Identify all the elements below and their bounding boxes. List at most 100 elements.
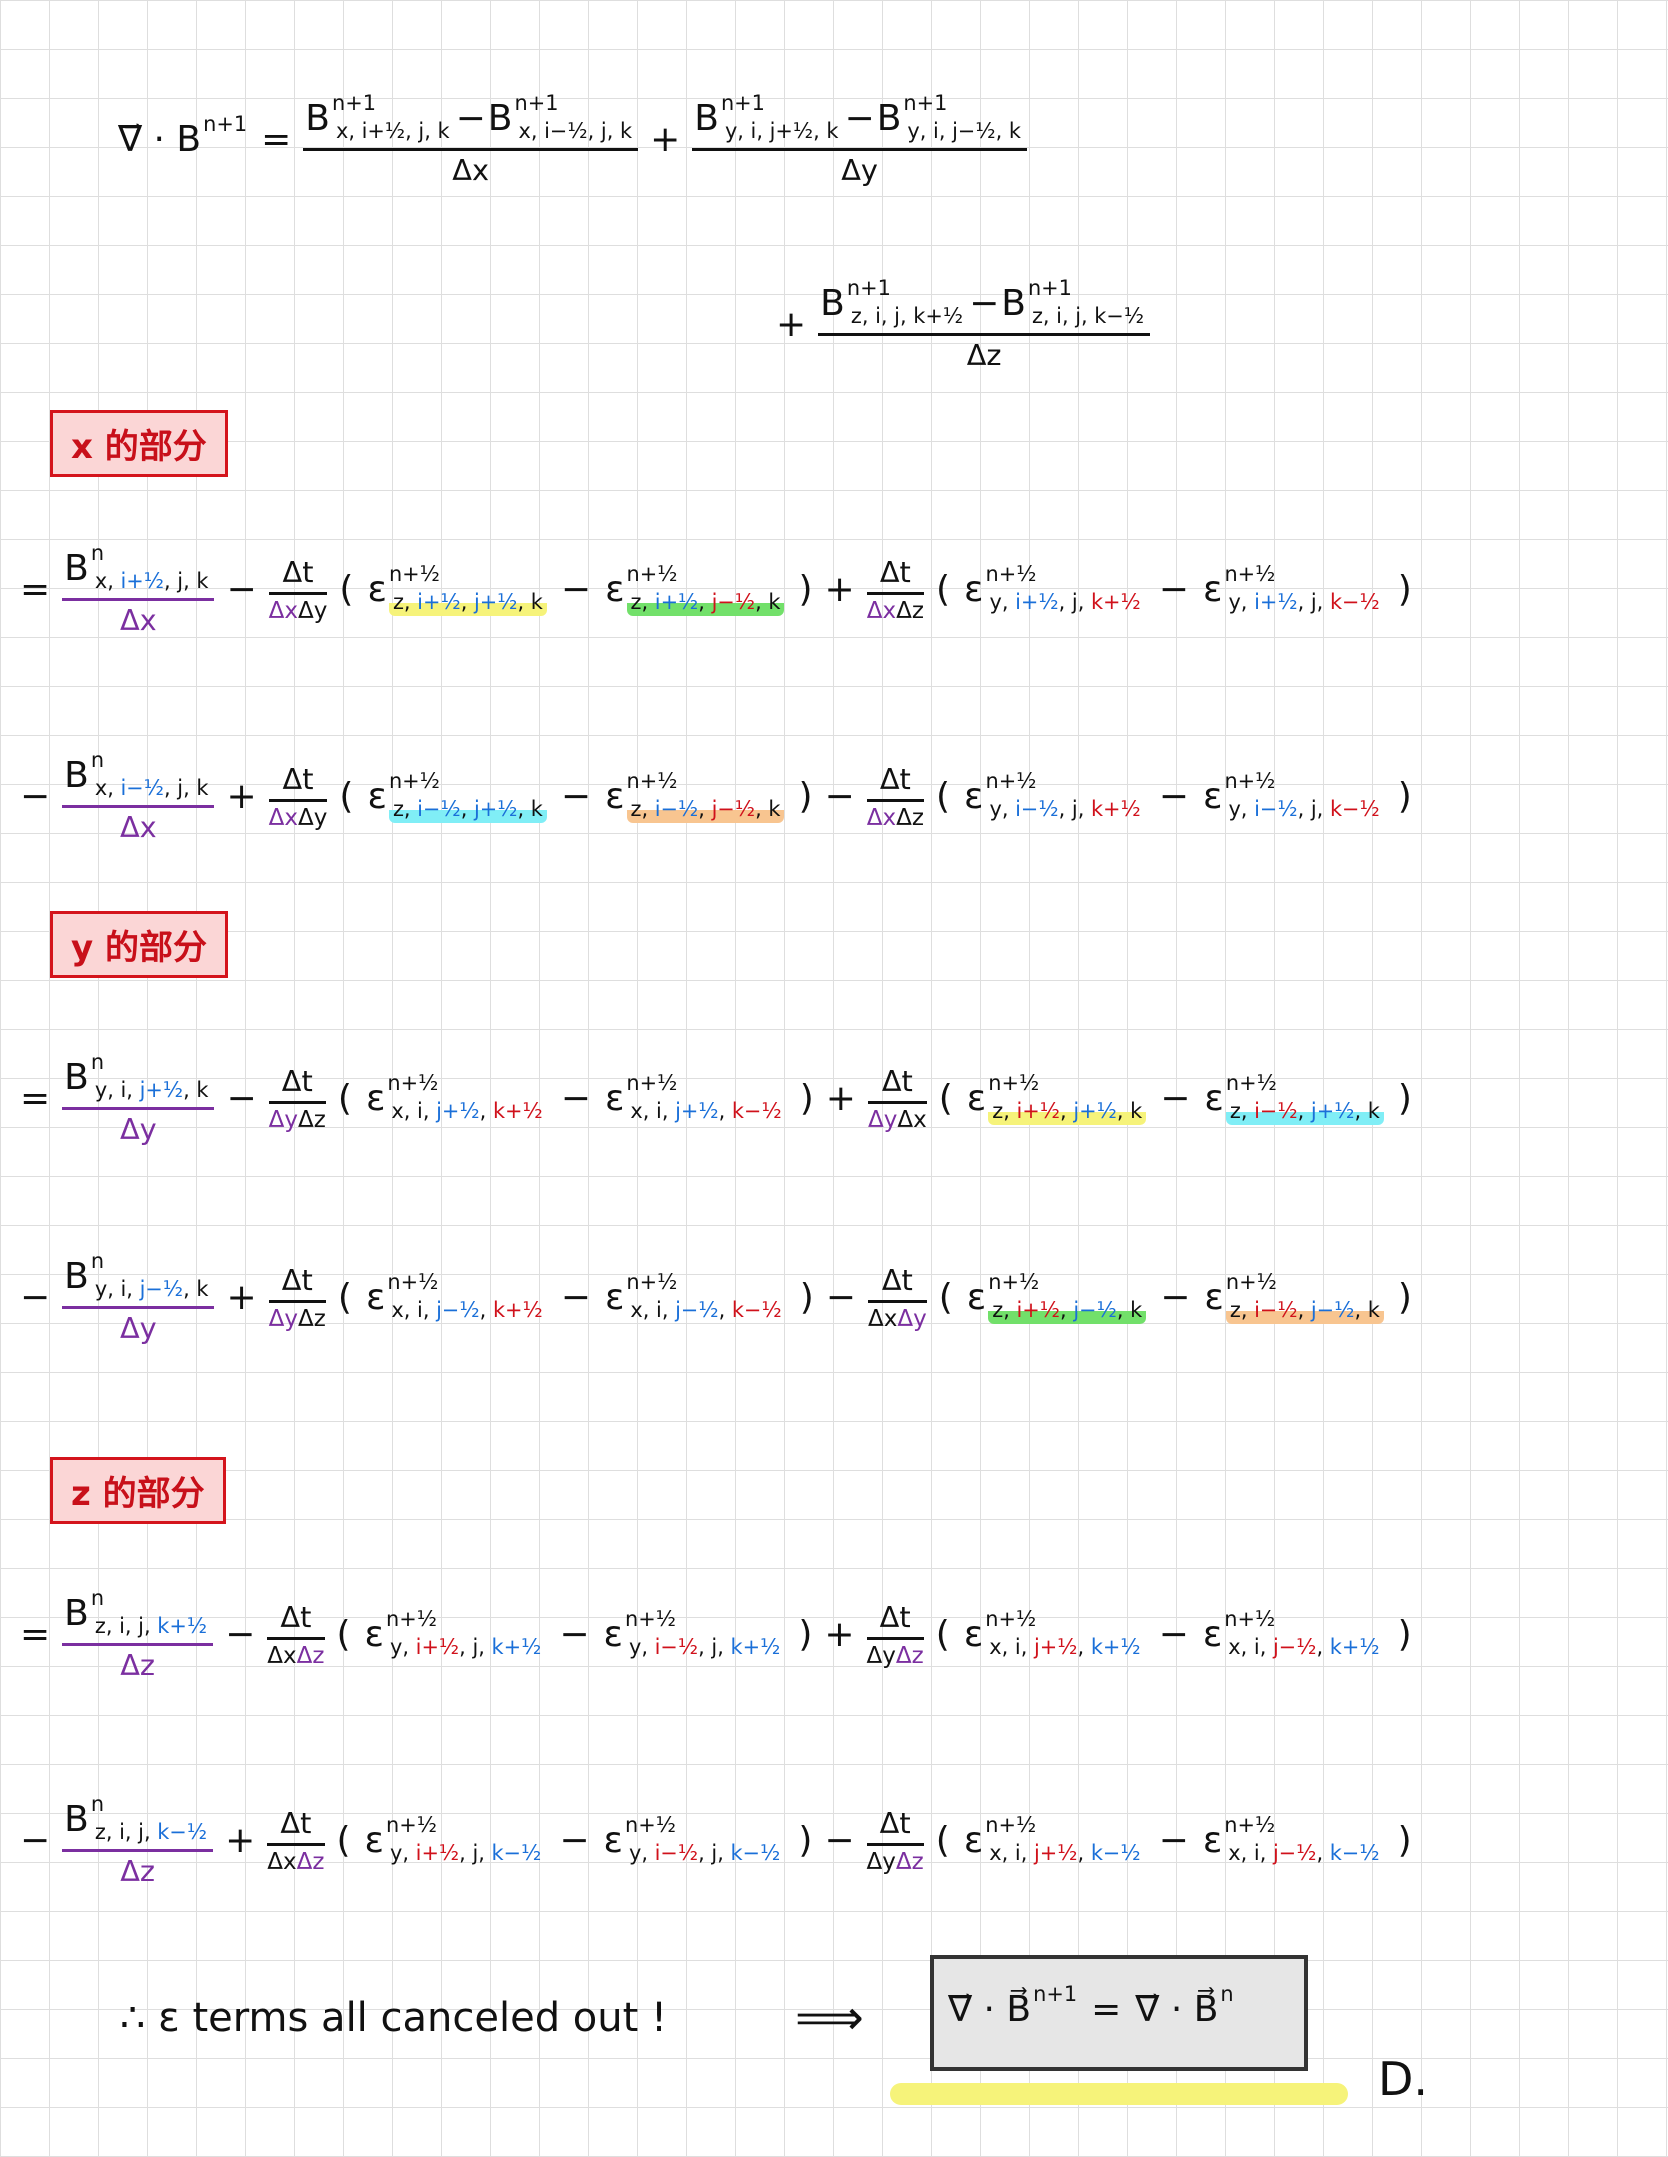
colored-index: Δx	[268, 597, 299, 624]
superscript: n+1	[514, 91, 559, 115]
scripts: n+1 z, i, j, k+½	[847, 277, 967, 330]
math-text: y,	[989, 589, 1016, 614]
numerator: Δt	[282, 1263, 313, 1297]
colored-index: Δx	[119, 602, 157, 637]
colored-index: Δy	[268, 1106, 299, 1133]
math-symbol: ε n+½ x, i, j−½, k−½	[603, 1271, 788, 1324]
math-text: Δt	[879, 1805, 911, 1840]
symbol-base: B	[1001, 283, 1026, 325]
colored-index: i+½	[120, 568, 165, 593]
subscript: x, i, j−½, k−½	[1224, 1840, 1383, 1867]
highlight-bar	[890, 2083, 1348, 2105]
numerator: Δt	[880, 1600, 911, 1634]
colored-index: Δz	[895, 1642, 924, 1669]
math-text: −	[20, 1277, 51, 1319]
math-symbol: ε n+½ y, i+½, j, k+½	[363, 1608, 548, 1661]
math-text: Δx	[897, 1106, 927, 1133]
math-text: −	[825, 1277, 856, 1319]
denominator: Δz	[120, 1648, 155, 1682]
math-symbol: ε n+½ z, i+½, j−½, k	[603, 563, 786, 616]
symbol-base: B	[64, 548, 89, 590]
math-text: x, i,	[989, 1634, 1034, 1659]
math-text: ,	[479, 1297, 493, 1322]
math-text: x, i,	[630, 1297, 676, 1322]
numerator: Δt	[881, 1262, 913, 1297]
math-text: Δt	[881, 1262, 913, 1297]
fraction-bar	[62, 597, 215, 601]
colored-index: i+½	[415, 1840, 460, 1865]
colored-index: k+½	[1090, 589, 1141, 614]
scripts: n+½ z, i+½, j−½, k	[626, 563, 785, 616]
scripts: n+½ z, i+½, j+½, k	[988, 1072, 1147, 1125]
math-symbol: ε n+½ z, i+½, j+½, k	[965, 1072, 1148, 1125]
subscript: y, i, j−½, k	[903, 120, 1025, 145]
fraction-bar	[866, 591, 924, 595]
equation-row: ∇⃗ · B⃗ n+1 = ∇⃗ · B⃗ n	[940, 1983, 1243, 2036]
subscript: x, i, j+½, k−½	[985, 1842, 1144, 1867]
colored-index: i−½	[1254, 1297, 1298, 1322]
fraction-bar	[866, 1842, 924, 1846]
math-symbol: ε n+½ x, i, j+½, k+½	[962, 1607, 1147, 1661]
math-text: −	[559, 1820, 590, 1862]
colored-index: k+½	[492, 1297, 543, 1322]
denominator: Δy Δz	[269, 1107, 326, 1134]
fraction: Δt Δx Δy	[268, 762, 328, 832]
scripts: n y, i, j+½, k	[91, 1051, 213, 1104]
colored-index: j+½	[139, 1077, 184, 1102]
math-text: ,	[698, 796, 712, 821]
superscript: n+½	[1224, 1813, 1276, 1838]
math-text: )	[1397, 1614, 1412, 1656]
math-text: ,	[1060, 1098, 1074, 1123]
subscript: y, i, j−½, k	[91, 1276, 213, 1303]
symbol-base: ε	[1202, 1614, 1223, 1656]
numerator: Δt	[880, 555, 911, 589]
colored-index: j−½	[139, 1276, 184, 1301]
superscript: n+½	[387, 1270, 439, 1295]
scripts: n z, i, j, k−½	[91, 1793, 211, 1846]
symbol-base: ε	[604, 1277, 625, 1319]
superscript: n+½	[1224, 562, 1276, 587]
math-symbol: ε n+½ x, i, j+½, k−½	[603, 1072, 788, 1125]
denominator: Δx	[452, 153, 489, 187]
section-label: x 的部分	[50, 410, 228, 477]
math-text: y,	[628, 1840, 655, 1865]
subscript	[203, 142, 247, 166]
subscript: y, i+½, j, k−½	[386, 1840, 545, 1867]
colored-index: j+½	[473, 796, 518, 821]
math-text: +	[650, 119, 681, 161]
scripts: n+½ y, i+½, j, k+½	[386, 1608, 545, 1661]
colored-index: i+½	[1015, 589, 1059, 614]
math-text: x, i,	[1228, 1840, 1273, 1865]
colored-index: k−½	[730, 1840, 781, 1865]
math-text: =	[20, 569, 51, 611]
colored-index: k−½	[1329, 796, 1380, 821]
math-text: z, i, j, k−½	[1031, 303, 1145, 328]
superscript: n+½	[624, 1813, 676, 1838]
symbol-base: B	[64, 1593, 89, 1635]
math-symbol: ∇⃗ · B⃗ n	[1133, 1983, 1237, 2036]
subscript: y, i−½, j, k+½	[985, 798, 1144, 823]
superscript: n+½	[985, 1607, 1037, 1632]
fraction: Δt Δx Δy	[867, 1262, 927, 1333]
superscript: n	[90, 1249, 105, 1273]
math-text: ,	[460, 589, 474, 614]
scripts: n y, i, j−½, k	[90, 1249, 213, 1303]
math-text: Δy	[866, 1848, 896, 1875]
math-text: x, i−½, j, k	[518, 118, 633, 143]
symbol-base: ε	[367, 776, 387, 818]
math-text: y,	[628, 1634, 655, 1659]
math-text: x, i+½, j, k	[336, 118, 450, 143]
subscript: z, i−½, j+½, k	[1225, 1098, 1384, 1125]
scripts: n+½ z, i+½, j−½, k	[988, 1271, 1147, 1324]
math-text: (	[935, 1820, 950, 1862]
symbol-base: B	[694, 98, 719, 140]
colored-index: i−½	[1254, 1098, 1298, 1123]
math-text: z,	[630, 589, 655, 614]
math-text: −	[1158, 1820, 1189, 1862]
math-text: Δt	[280, 1599, 312, 1634]
math-text: x, i,	[391, 1098, 437, 1123]
